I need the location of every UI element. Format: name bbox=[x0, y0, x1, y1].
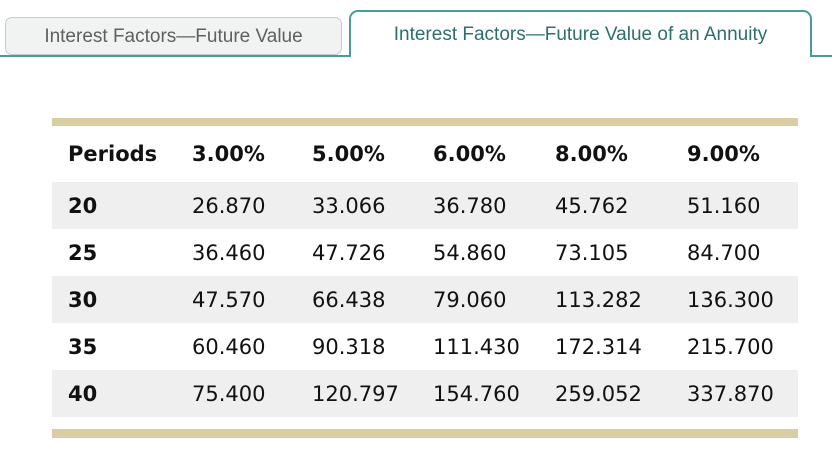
value-cell: 47.726 bbox=[312, 240, 386, 265]
value-cell: 36.460 bbox=[192, 240, 266, 265]
period-cell: 25 bbox=[68, 240, 98, 265]
table-row: 30 47.570 66.438 79.060 113.282 136.300 bbox=[52, 276, 798, 323]
value-cell: 136.300 bbox=[687, 287, 774, 312]
value-cell: 45.762 bbox=[555, 193, 629, 218]
annuity-table-panel: Periods 3.00% 5.00% 6.00% 8.00% 9.00% 20… bbox=[52, 118, 798, 438]
value-cell: 84.700 bbox=[687, 240, 761, 265]
value-cell: 36.780 bbox=[433, 193, 507, 218]
period-cell: 30 bbox=[68, 287, 98, 312]
tab-interest-factors-future-value-annuity[interactable]: Interest Factors—Future Value of an Annu… bbox=[349, 10, 812, 57]
period-cell: 35 bbox=[68, 334, 98, 359]
table-row: 40 75.400 120.797 154.760 259.052 337.87… bbox=[52, 370, 798, 417]
table-bottom-border bbox=[52, 429, 798, 438]
column-header-rate-8: 8.00% bbox=[555, 142, 628, 166]
value-cell: 259.052 bbox=[555, 381, 642, 406]
value-cell: 120.797 bbox=[312, 381, 399, 406]
tab-label: Interest Factors—Future Value of an Annu… bbox=[393, 24, 768, 45]
value-cell: 33.066 bbox=[312, 193, 386, 218]
value-cell: 113.282 bbox=[555, 287, 642, 312]
value-cell: 111.430 bbox=[433, 334, 520, 359]
value-cell: 66.438 bbox=[312, 287, 386, 312]
table-bottom-spacer bbox=[52, 417, 798, 429]
value-cell: 54.860 bbox=[433, 240, 507, 265]
value-cell: 73.105 bbox=[555, 240, 629, 265]
value-cell: 154.760 bbox=[433, 381, 520, 406]
value-cell: 90.318 bbox=[312, 334, 386, 359]
tab-strip: Interest Factors—Future Value Interest F… bbox=[0, 0, 832, 57]
column-header-rate-9: 9.00% bbox=[687, 142, 760, 166]
table-row: 35 60.460 90.318 111.430 172.314 215.700 bbox=[52, 323, 798, 370]
column-header-rate-3: 3.00% bbox=[192, 142, 265, 166]
annuity-factors-table: Periods 3.00% 5.00% 6.00% 8.00% 9.00% 20… bbox=[52, 126, 798, 417]
value-cell: 79.060 bbox=[433, 287, 507, 312]
tab-interest-factors-future-value[interactable]: Interest Factors—Future Value bbox=[5, 17, 342, 55]
period-cell: 20 bbox=[68, 193, 98, 218]
value-cell: 215.700 bbox=[687, 334, 774, 359]
column-header-rate-5: 5.00% bbox=[312, 142, 385, 166]
column-header-rate-6: 6.00% bbox=[433, 142, 506, 166]
table-top-border bbox=[52, 118, 798, 126]
value-cell: 337.870 bbox=[687, 381, 774, 406]
value-cell: 75.400 bbox=[192, 381, 266, 406]
value-cell: 47.570 bbox=[192, 287, 266, 312]
value-cell: 60.460 bbox=[192, 334, 266, 359]
tab-label: Interest Factors—Future Value bbox=[44, 25, 303, 47]
table-row: 20 26.870 33.066 36.780 45.762 51.160 bbox=[52, 182, 798, 229]
value-cell: 26.870 bbox=[192, 193, 266, 218]
value-cell: 172.314 bbox=[555, 334, 642, 359]
period-cell: 40 bbox=[68, 381, 98, 406]
column-header-periods: Periods bbox=[68, 142, 158, 166]
value-cell: 51.160 bbox=[687, 193, 761, 218]
header-row: Periods 3.00% 5.00% 6.00% 8.00% 9.00% bbox=[52, 126, 798, 182]
table-row: 25 36.460 47.726 54.860 73.105 84.700 bbox=[52, 229, 798, 276]
